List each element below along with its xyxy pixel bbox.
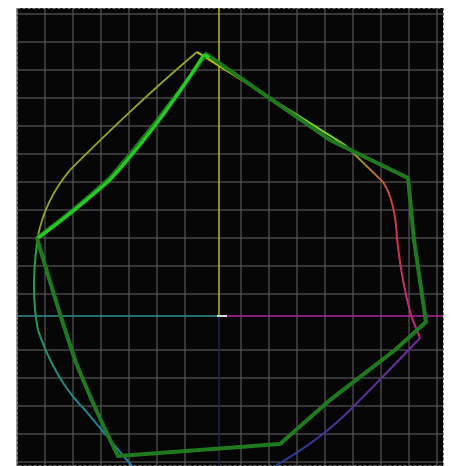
primary-trace-highlight [37, 53, 211, 240]
hue-trace-upper [196, 51, 421, 339]
hue-trace-lower-right [274, 337, 421, 466]
scope-background [17, 8, 443, 466]
hue-trace-upper-left [37, 51, 198, 237]
primary-trace [35, 52, 428, 458]
